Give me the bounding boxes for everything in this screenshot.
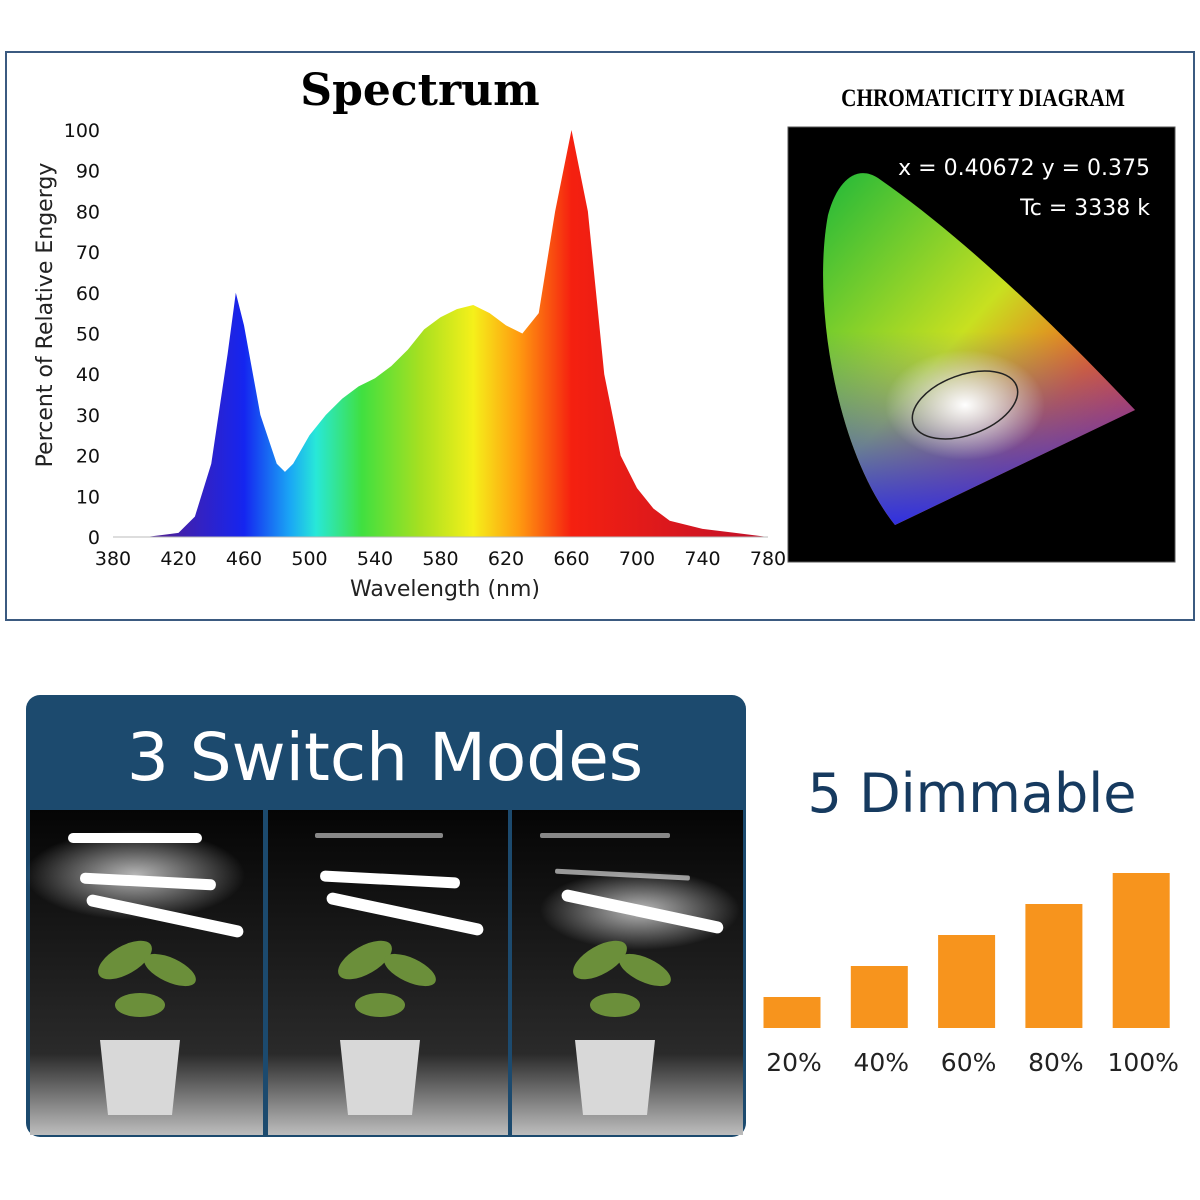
y-tick-label: 100 [64,120,100,142]
bar [1112,873,1170,1028]
y-tick-label: 50 [76,324,100,346]
x-tick-label: 500 [291,548,327,570]
y-tick-label: 20 [76,446,100,468]
spectrum-plot: 0 10 20 30 40 50 60 70 80 90 100 380 420 460 500 540 580… [64,120,786,570]
x-tick-label: 420 [160,548,196,570]
x-tick-label: 460 [226,548,262,570]
x-tick-label: 540 [357,548,393,570]
bar-label: 60% [941,1048,997,1077]
x-tick-label: 700 [619,548,655,570]
chromaticity-title: CHROMATICITY DIAGRAM [841,84,1125,112]
bar [1025,904,1083,1028]
y-tick-label: 30 [76,405,100,427]
spectrum-title: Spectrum [300,65,539,116]
y-tick-label: 10 [76,486,100,508]
x-tick-label: 780 [750,548,786,570]
x-tick-label: 740 [684,548,720,570]
bar-label: 40% [854,1048,910,1077]
dimmable-chart: 20% 40% 60% 80% 100% [763,873,1179,1077]
bar-label: 80% [1028,1048,1084,1077]
x-tick-label: 660 [553,548,589,570]
y-tick-label: 40 [76,364,100,386]
y-tick-label: 70 [76,242,100,264]
dimmable-title: 5 Dimmable [808,762,1137,825]
bar [763,997,821,1028]
y-tick-label: 80 [76,201,100,223]
mode-photos [25,810,743,1135]
bar-label: 100% [1107,1048,1178,1077]
x-tick-label: 620 [488,548,524,570]
bar [850,966,908,1028]
y-tick-label: 0 [88,527,100,549]
y-tick-label: 90 [76,161,100,183]
spectrum-area [113,130,768,537]
bar [938,935,996,1028]
x-axis-label: Wavelength (nm) [350,577,540,602]
x-tick-label: 380 [95,548,131,570]
color-temperature: Tc = 3338 k [1019,196,1150,221]
cie-horseshoe [823,173,1135,525]
chromaticity-coordinates: x = 0.40672 y = 0.375 [898,156,1150,181]
bar-label: 20% [766,1048,822,1077]
x-tick-label: 580 [422,548,458,570]
y-tick-label: 60 [76,283,100,305]
y-axis-label: Percent of Relative Engergy [33,163,58,468]
modes-title: 3 Switch Modes [127,719,643,796]
